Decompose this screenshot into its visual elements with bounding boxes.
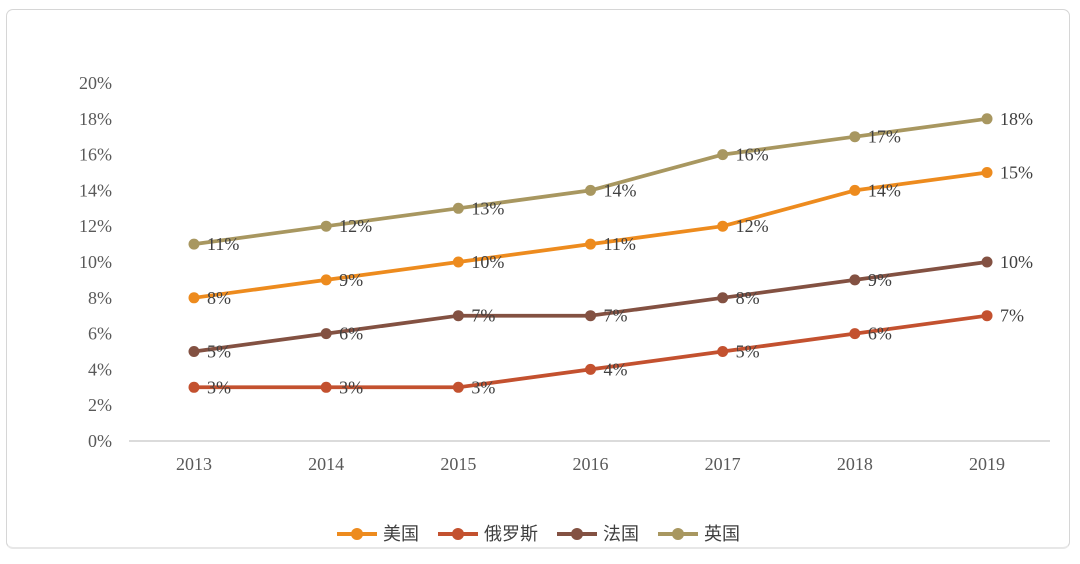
chart-card: 0% 2% 4% 6% 8% 10% 12% 14% 16% 18% 20% 2013 2014 2015… (6, 9, 1070, 549)
data-point-uk-2018 (849, 131, 861, 143)
data-point-russia-2016 (585, 363, 597, 375)
data-point-france-2013 (188, 346, 200, 357)
y-axis-tick-label: 12% (79, 216, 112, 236)
data-point-france-2016 (585, 310, 597, 322)
data-point-russia-2019 (981, 310, 993, 322)
legend-marker-russia-icon (438, 528, 478, 540)
y-axis-tick-label: 8% (88, 288, 112, 308)
data-label-russia-2015: 3% (471, 377, 495, 397)
data-point-france-2019 (981, 256, 993, 268)
data-point-france-2015 (452, 310, 464, 322)
data-label-us-2015: 10% (471, 252, 504, 272)
data-label-uk-2016: 14% (604, 180, 637, 200)
data-label-russia-2018: 6% (868, 324, 892, 344)
data-point-russia-2018 (849, 328, 861, 340)
legend-item-russia: 俄罗斯 (437, 525, 538, 543)
data-point-uk-2017 (717, 149, 729, 161)
data-point-uk-2013 (188, 238, 200, 250)
legend-label-france: 法国 (603, 524, 639, 544)
data-label-us-2018: 14% (868, 180, 901, 200)
legend-item-france: 法国 (556, 525, 639, 543)
legend-marker-uk-icon (658, 528, 698, 540)
legend-marker-us-icon (337, 528, 377, 540)
data-label-uk-2015: 13% (471, 198, 504, 218)
data-label-france-2013: 5% (207, 342, 231, 362)
data-label-france-2016: 7% (604, 306, 628, 326)
data-label-france-2014: 6% (339, 324, 363, 344)
data-label-us-2019: 15% (1000, 163, 1033, 183)
data-label-russia-2017: 5% (736, 342, 760, 362)
data-point-france-2018 (849, 274, 861, 286)
legend-item-us: 美国 (336, 525, 419, 543)
legend-label-us: 美国 (383, 524, 419, 544)
legend-label-uk: 英国 (704, 524, 740, 544)
data-point-uk-2014 (320, 220, 332, 232)
x-axis-tick-label: 2018 (837, 454, 873, 474)
y-axis-tick-label: 6% (88, 324, 112, 344)
data-label-france-2015: 7% (471, 306, 495, 326)
data-label-france-2019: 10% (1000, 252, 1033, 272)
data-label-uk-2018: 17% (868, 127, 901, 147)
data-point-russia-2017 (717, 346, 729, 357)
data-label-russia-2016: 4% (604, 359, 628, 379)
data-label-us-2014: 9% (339, 270, 363, 290)
y-axis-tick-label: 20% (79, 73, 112, 93)
data-label-france-2018: 9% (868, 270, 892, 290)
data-point-us-2014 (320, 274, 332, 286)
y-axis-tick-label: 10% (79, 252, 112, 272)
data-label-uk-2014: 12% (339, 216, 372, 236)
data-label-russia-2019: 7% (1000, 306, 1024, 326)
x-axis-tick-label: 2014 (308, 454, 344, 474)
data-point-france-2017 (717, 292, 729, 304)
data-point-france-2014 (320, 328, 332, 340)
y-axis-tick-label: 4% (88, 359, 112, 379)
data-point-us-2018 (849, 184, 861, 196)
data-label-uk-2017: 16% (736, 145, 769, 165)
line-chart-plot: 0% 2% 4% 6% 8% 10% 12% 14% 16% 18% 20% 2013 2014 2015… (79, 73, 1050, 474)
data-point-russia-2014 (320, 381, 332, 393)
data-label-russia-2013: 3% (207, 377, 231, 397)
legend-item-uk: 英国 (657, 525, 740, 543)
data-point-us-2016 (585, 238, 597, 250)
chart-legend: 美国 俄罗斯 法国 英国 (7, 518, 1069, 550)
x-axis-tick-label: 2013 (176, 454, 212, 474)
y-axis-tick-label: 18% (79, 109, 112, 129)
data-label-france-2017: 8% (736, 288, 760, 308)
legend-marker-france-icon (557, 528, 597, 540)
x-axis-tick-label: 2017 (705, 454, 741, 474)
y-axis-tick-label: 16% (79, 145, 112, 165)
x-axis-tick-label: 2016 (573, 454, 609, 474)
x-axis-tick-label: 2015 (440, 454, 476, 474)
data-point-uk-2015 (452, 202, 464, 214)
data-label-us-2016: 11% (604, 234, 636, 254)
data-label-uk-2019: 18% (1000, 109, 1033, 129)
data-point-uk-2016 (585, 184, 597, 196)
data-label-us-2017: 12% (736, 216, 769, 236)
y-axis-tick-label: 0% (88, 431, 112, 451)
y-axis-tick-label: 2% (88, 395, 112, 415)
data-point-us-2013 (188, 292, 200, 304)
y-axis-tick-label: 14% (79, 180, 112, 200)
data-label-us-2013: 8% (207, 288, 231, 308)
data-label-uk-2013: 11% (207, 234, 239, 254)
x-axis-tick-label: 2019 (969, 454, 1005, 474)
data-point-us-2019 (981, 167, 993, 178)
data-point-uk-2019 (981, 113, 993, 125)
data-point-us-2017 (717, 220, 729, 232)
data-point-russia-2013 (188, 381, 200, 393)
legend-label-russia: 俄罗斯 (484, 524, 538, 544)
data-point-russia-2015 (452, 381, 464, 393)
data-label-russia-2014: 3% (339, 377, 363, 397)
data-point-us-2015 (452, 256, 464, 268)
